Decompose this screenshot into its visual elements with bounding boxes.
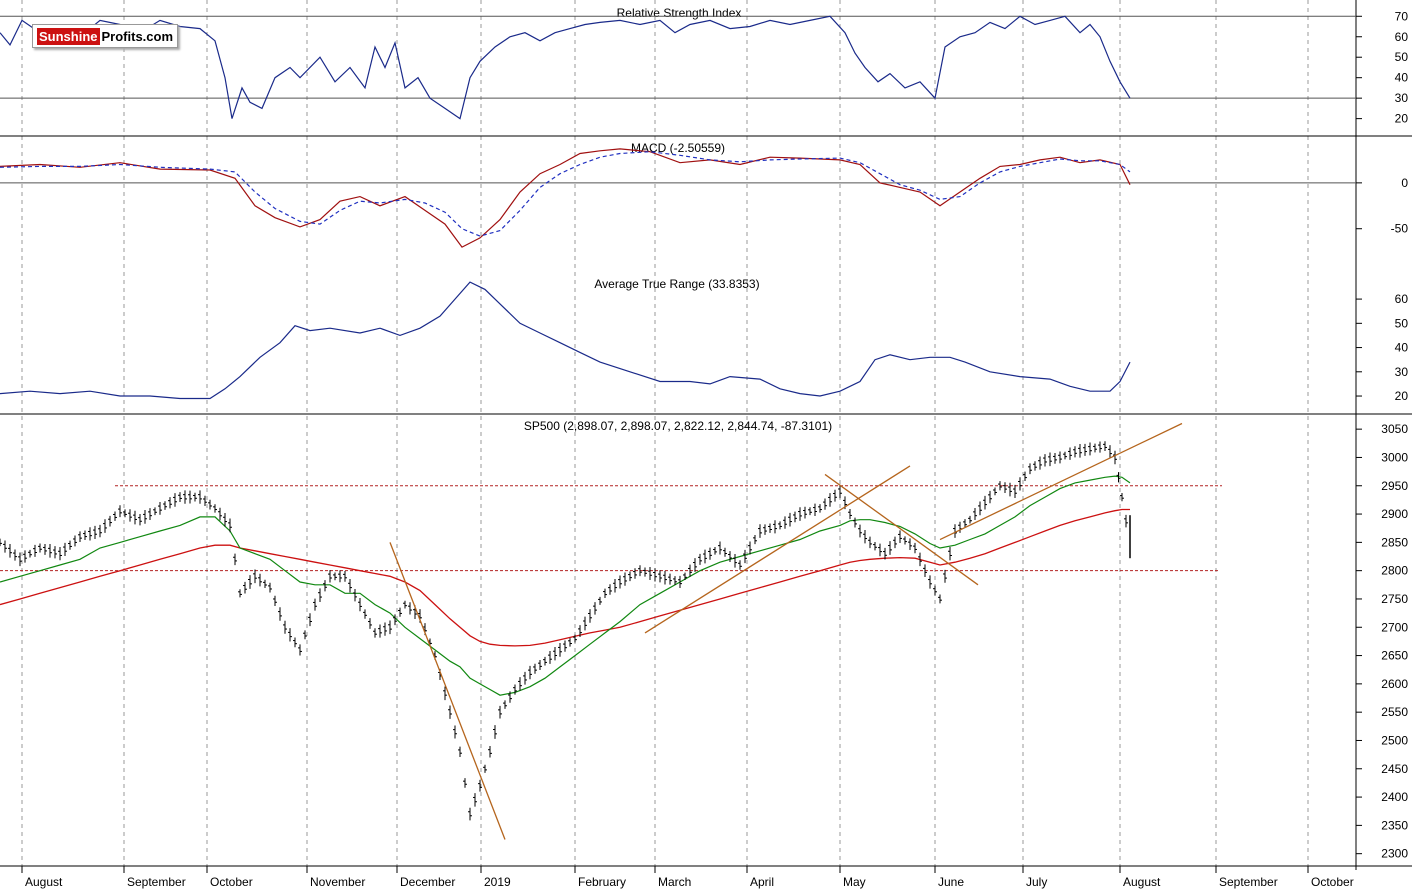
atr-title: Average True Range (33.8353) [594, 277, 759, 291]
month-label: June [938, 875, 964, 889]
macd-y-axis: 0 -50 [1356, 176, 1408, 236]
y-tick-label: 2650 [1381, 649, 1408, 663]
month-label: November [310, 875, 365, 889]
logo-part1: Sunshine [37, 27, 100, 45]
downtrend-line-dec [389, 542, 506, 840]
y-tick-label: 2900 [1381, 507, 1408, 521]
y-tick-label: 60 [1395, 30, 1409, 44]
price-support-resistance [0, 485, 1222, 572]
y-tick-label: 2950 [1381, 479, 1408, 493]
macd-line [0, 148, 1131, 248]
month-label: August [1123, 875, 1161, 889]
price-y-axis: 2300 2350 2400 2450 2500 2550 2600 2650 2700 2750… [1356, 422, 1408, 861]
y-tick-label: 50 [1395, 50, 1409, 64]
sma200-line [0, 508, 1130, 647]
y-tick-label: 2750 [1381, 592, 1408, 606]
y-tick-label: 2550 [1381, 705, 1408, 719]
y-tick-label: 2350 [1381, 818, 1408, 832]
trendlines [389, 422, 1183, 840]
y-tick-label: 40 [1395, 71, 1409, 85]
y-tick-label: 70 [1395, 9, 1409, 23]
x-axis: August September October November December 20… [21, 866, 1354, 889]
y-tick-label: 2600 [1381, 677, 1408, 691]
y-tick-label: 2850 [1381, 535, 1408, 549]
rsi-y-axis: 20 30 40 50 60 70 [1356, 9, 1409, 126]
y-tick-label: 60 [1395, 292, 1409, 306]
macd-title: MACD (-2.50559) [631, 141, 725, 155]
y-tick-label: 2300 [1381, 847, 1408, 861]
panel-borders [0, 0, 1412, 870]
macd-panel: MACD (-2.50559) 0 -50 [0, 141, 1408, 248]
rsi-panel: Relative Strength Index 20 30 40 50 60 70 [0, 6, 1408, 126]
vertical-gridlines [21, 0, 1309, 866]
month-label: April [750, 875, 774, 889]
atr-line [0, 281, 1131, 400]
y-tick-label: 2400 [1381, 790, 1408, 804]
month-label: May [843, 875, 866, 889]
y-tick-label: 3000 [1381, 450, 1408, 464]
macd-plot [0, 148, 1131, 248]
month-label: September [1219, 875, 1278, 889]
sma50-line [0, 475, 1131, 696]
y-tick-label: 2700 [1381, 620, 1408, 634]
y-tick-label: 20 [1395, 389, 1409, 403]
month-label: February [578, 875, 626, 889]
y-tick-label: -50 [1391, 222, 1409, 236]
month-label: July [1026, 875, 1047, 889]
y-tick-label: 30 [1395, 91, 1409, 105]
rsi-line [0, 15, 1131, 120]
atr-panel: Average True Range (33.8353) 20 30 40 50 60 [0, 277, 1408, 403]
atr-plot [0, 281, 1131, 400]
month-label: October [210, 875, 253, 889]
sunshine-profits-logo: Sunshine Profits.com [32, 24, 179, 48]
macd-signal-line [0, 151, 1131, 237]
month-label: August [25, 875, 63, 889]
price-title: SP500 (2,898.07, 2,898.07, 2,822.12, 2,8… [524, 419, 832, 433]
logo-part2: Profits.com [101, 28, 174, 44]
atr-y-axis: 20 30 40 50 60 [1356, 292, 1408, 403]
rsi-title: Relative Strength Index [617, 6, 742, 20]
rsi-plot [0, 15, 1131, 120]
month-label: October [1311, 875, 1354, 889]
price-plot [0, 441, 1131, 821]
y-tick-label: 20 [1395, 112, 1409, 126]
y-tick-label: 0 [1401, 176, 1408, 190]
uptrend-line-mar [644, 465, 911, 634]
y-tick-label: 2450 [1381, 762, 1408, 776]
y-tick-label: 40 [1395, 341, 1409, 355]
y-tick-label: 2500 [1381, 733, 1408, 747]
downtrend-line-may [824, 473, 979, 586]
month-label: December [400, 875, 455, 889]
price-panel: SP500 (2,898.07, 2,898.07, 2,822.12, 2,8… [0, 419, 1408, 861]
month-label: September [127, 875, 186, 889]
y-tick-label: 2800 [1381, 564, 1408, 578]
y-tick-label: 3050 [1381, 422, 1408, 436]
uptrend-line-jun [939, 422, 1183, 541]
y-tick-label: 50 [1395, 316, 1409, 330]
y-tick-label: 30 [1395, 365, 1409, 379]
month-label: 2019 [484, 875, 511, 889]
month-label: March [658, 875, 691, 889]
